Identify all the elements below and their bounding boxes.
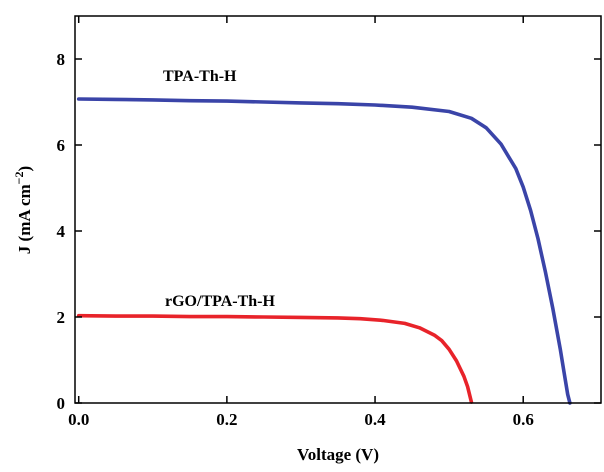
series-label-rgo-tpa-th-h: rGO/TPA-Th-H (165, 293, 275, 310)
series-label-tpa-th-h: TPA-Th-H (163, 68, 237, 85)
plot-frame (74, 15, 602, 404)
y-tick-label: 0 (57, 394, 66, 413)
x-tick-label: 0.6 (513, 410, 534, 429)
y-axis-title-superscript: −2 (12, 171, 26, 184)
x-axis-title: Voltage (V) (297, 445, 379, 464)
x-tick-label: 0.0 (68, 410, 89, 429)
x-tick-label: 0.2 (216, 410, 237, 429)
y-tick-label: 2 (57, 308, 66, 327)
y-axis-ticks: 0 2 4 6 8 (57, 50, 601, 413)
series-line-rgo-tpa-th-h (76, 313, 474, 404)
y-axis-title: J (mA cm−2) (12, 166, 34, 254)
x-axis-ticks: 0.0 0.2 0.4 0.6 (68, 16, 534, 429)
y-tick-label: 6 (57, 136, 66, 155)
y-axis-title-main: J (mA cm (15, 184, 34, 254)
y-tick-label: 4 (57, 222, 66, 241)
curves-layer (76, 97, 572, 405)
series-line-tpa-th-h (76, 97, 572, 405)
y-axis-title-close: ) (15, 166, 34, 172)
y-tick-label: 8 (57, 50, 66, 69)
x-tick-label: 0.4 (364, 410, 386, 429)
